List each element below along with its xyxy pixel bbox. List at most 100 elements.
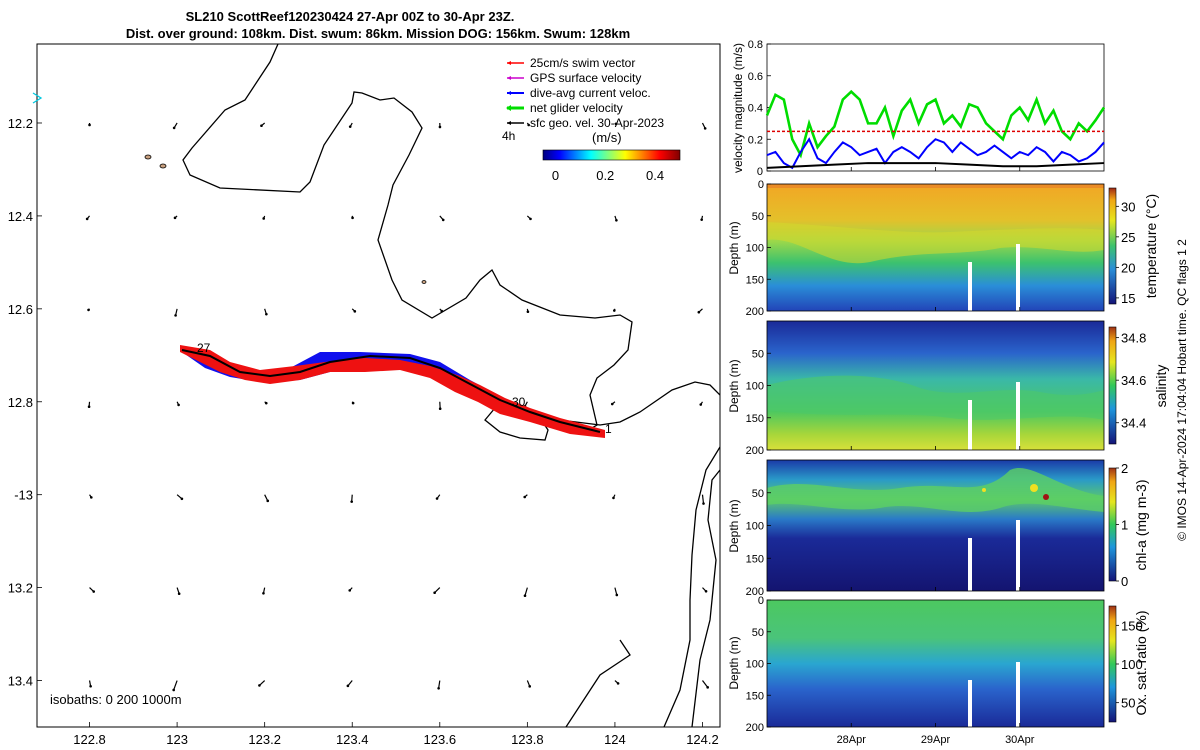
depth-tick-label: 50 bbox=[752, 627, 764, 639]
cbar-tick-label: 0 bbox=[1121, 574, 1128, 589]
depth-tick-label: 50 bbox=[752, 488, 764, 500]
velocity-chart: 0 0.2 0.4 0.6 0.8 velocity magnitude (m/s) bbox=[731, 39, 1106, 178]
geo-vector-head bbox=[177, 403, 180, 407]
depth-tick-label: 100 bbox=[746, 521, 764, 533]
map-y-axis: 12.2 12.4 12.6 12.8 -13 13.2 13.4 bbox=[8, 116, 42, 689]
credit-text: © IMOS 14-Apr-2024 17:04:04 Hobart time.… bbox=[1175, 239, 1189, 541]
geo-vector-head bbox=[437, 686, 440, 690]
geo-vector-head bbox=[438, 125, 442, 129]
geo-vector bbox=[438, 680, 441, 689]
geo-vector-head bbox=[613, 309, 616, 312]
geo-vector-head bbox=[433, 591, 436, 595]
geo-vector-head bbox=[353, 310, 357, 313]
cbar-tick-label: 100 bbox=[1121, 657, 1143, 672]
salinity-section: Depth (m) salinity bbox=[727, 320, 1169, 451]
geo-vector-head bbox=[348, 125, 352, 128]
geo-vector-head bbox=[612, 496, 615, 500]
geo-vector-head bbox=[351, 216, 354, 220]
chlorophyll-peak-2 bbox=[1043, 494, 1049, 500]
geo-vector-head bbox=[523, 594, 527, 598]
depth-tick-label: 100 bbox=[746, 659, 764, 671]
salinity-cbar-label: salinity bbox=[1153, 365, 1169, 408]
temperature-ylabel: Depth (m) bbox=[727, 221, 741, 274]
speed-colorbar-tick: 0.4 bbox=[646, 168, 664, 183]
geo-vector-head bbox=[180, 497, 184, 501]
depth-tick-label: 150 bbox=[746, 553, 764, 565]
geo-vector bbox=[173, 680, 178, 691]
temperature-thermocline bbox=[767, 222, 1104, 264]
geo-vector-head bbox=[89, 684, 92, 688]
coastline bbox=[182, 44, 633, 433]
cbar-tick-label: 34.8 bbox=[1121, 331, 1146, 346]
chlorophyll-gap-1 bbox=[968, 538, 972, 591]
geo-vector-head bbox=[610, 402, 614, 406]
depth-tick-label: 100 bbox=[746, 243, 764, 255]
geo-vector-head bbox=[260, 124, 263, 128]
geo-vector-head bbox=[702, 502, 705, 505]
geo-vector-head bbox=[529, 217, 532, 221]
time-tick-label: 29Apr bbox=[921, 734, 951, 746]
map-legend: 25cm/s swim vector GPS surface velocity … bbox=[502, 56, 681, 183]
nav-marker-icon[interactable] bbox=[32, 92, 43, 104]
section-axes-ticks: 050100150200152025305010015020034.434.63… bbox=[746, 179, 1147, 734]
map-y-tick-label: 12.4 bbox=[8, 209, 33, 224]
geo-vector-head bbox=[172, 126, 176, 130]
geo-vector-head bbox=[264, 401, 268, 405]
temperature-gap-1 bbox=[968, 262, 972, 311]
geo-vector-head bbox=[87, 405, 91, 409]
map-panel: 27 30 1 122.8 123 123.2 123.4 123.6 123.8 124 1… bbox=[8, 43, 721, 747]
geo-vector-head bbox=[350, 500, 353, 503]
salinity-colorbar bbox=[1108, 326, 1117, 445]
map-y-tick-label: 12.6 bbox=[8, 302, 33, 317]
geo-vector-head bbox=[703, 127, 707, 130]
depth-tick-label: 200 bbox=[746, 586, 764, 598]
geo-vector-head bbox=[88, 123, 91, 127]
velocity-y-axis: 0 0.2 0.4 0.6 0.8 bbox=[748, 39, 771, 178]
map-y-tick-label: 12.8 bbox=[8, 395, 33, 410]
legend-label-current: dive-avg current veloc. bbox=[530, 86, 651, 100]
cbar-tick-label: 15 bbox=[1121, 291, 1135, 306]
map-x-tick-label: 124 bbox=[604, 732, 626, 747]
velocity-series-line bbox=[766, 162, 1105, 169]
chlorophyll-ylabel: Depth (m) bbox=[727, 499, 741, 552]
legend-item-current: dive-avg current veloc. bbox=[507, 86, 651, 100]
map-x-tick-label: 123.6 bbox=[424, 732, 457, 747]
depth-tick-label: 0 bbox=[758, 179, 764, 191]
title-line-2: Dist. over ground: 108km. Dist. swum: 86… bbox=[126, 26, 630, 41]
geo-vector-head bbox=[523, 495, 527, 499]
map-y-tick-label: -13 bbox=[14, 488, 33, 503]
oxygen-cbar-label: Ox. sat. ratio (%) bbox=[1133, 610, 1149, 715]
track-label-30: 30 bbox=[512, 395, 526, 409]
geo-vector bbox=[702, 680, 709, 688]
chlorophyll-colorbar bbox=[1108, 467, 1117, 582]
chlorophyll-gap-2 bbox=[1016, 520, 1020, 591]
speed-colorbar-tick: 0.2 bbox=[596, 168, 614, 183]
cbar-tick-label: 34.6 bbox=[1121, 373, 1146, 388]
depth-tick-label: 200 bbox=[746, 445, 764, 457]
reef-islet-1 bbox=[144, 154, 152, 160]
geo-vector-head bbox=[526, 310, 530, 313]
geo-vector-head bbox=[699, 403, 703, 406]
oxygen-gap-1 bbox=[968, 680, 972, 727]
legend-label-swim: 25cm/s swim vector bbox=[530, 56, 635, 70]
velocity-axes bbox=[766, 43, 1105, 172]
geo-vector-head bbox=[706, 686, 709, 689]
cbar-tick-label: 20 bbox=[1121, 260, 1135, 275]
oxygen-section: Depth (m) Ox. sat. ratio (%) bbox=[727, 599, 1149, 728]
cbar-tick-label: 50 bbox=[1121, 696, 1135, 711]
velocity-y-tick-label: 0.2 bbox=[748, 134, 763, 146]
geo-vector-head bbox=[265, 312, 268, 316]
time-x-axis: 28Apr 29Apr 30Apr bbox=[837, 167, 1035, 746]
oxygen-ylabel: Depth (m) bbox=[727, 636, 741, 689]
speed-colorbar-ticks: 0 0.2 0.4 bbox=[552, 168, 664, 183]
legend-item-gps: GPS surface velocity bbox=[507, 71, 641, 85]
reef-islet-3 bbox=[421, 280, 427, 284]
temperature-colorbar bbox=[1108, 187, 1117, 305]
oxygen-field bbox=[767, 600, 1104, 727]
chlorophyll-cbar-label: chl-a (mg m-3) bbox=[1133, 479, 1149, 570]
depth-tick-label: 150 bbox=[746, 690, 764, 702]
geostrophic-vector-field bbox=[85, 122, 709, 692]
cbar-tick-label: 30 bbox=[1121, 199, 1135, 214]
coastline-3 bbox=[663, 446, 720, 727]
